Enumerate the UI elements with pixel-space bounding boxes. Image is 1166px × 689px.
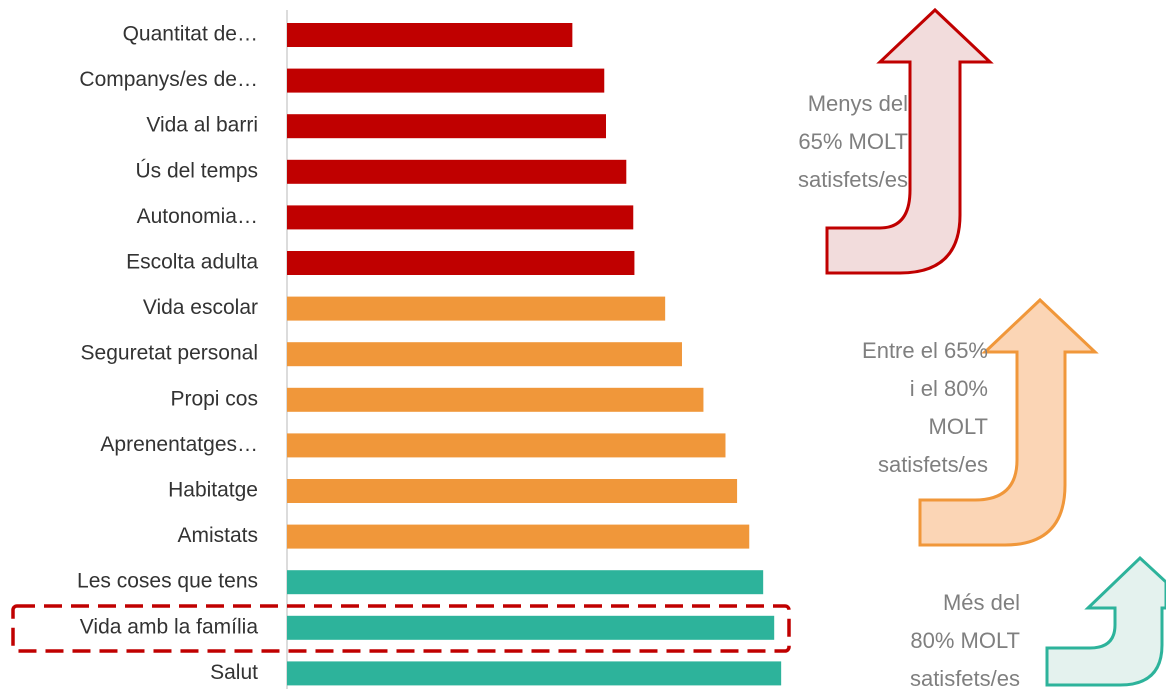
annotation: 80% MOLT [910, 628, 1020, 653]
bar [287, 205, 634, 230]
annotation: i el 80% [910, 376, 988, 401]
annotation: MOLT [929, 414, 988, 439]
bar [287, 615, 775, 640]
bar [287, 479, 738, 503]
category-label: Vida al barri [146, 114, 258, 137]
annotation: Entre el 65% [862, 338, 988, 363]
annotation: satisfets/es [798, 167, 908, 192]
bar [287, 296, 666, 321]
annotation: 65% MOLT [798, 129, 908, 154]
highlight-box [11, 604, 791, 653]
category-label: Salut [210, 661, 258, 684]
bar [287, 342, 682, 367]
category-label: Vida amb la família [80, 615, 259, 638]
category-label: Ús del temps [135, 159, 258, 182]
bar [287, 524, 750, 549]
bar [287, 23, 573, 47]
category-label: Amistats [177, 524, 258, 547]
bar [287, 433, 726, 458]
bar [287, 68, 605, 93]
arrow-red [825, 7, 994, 275]
category-label: Seguretat personal [81, 342, 258, 365]
category-label: Les coses que tens [77, 570, 258, 593]
category-label: Habitatge [168, 479, 258, 502]
arrow-orange [918, 297, 1099, 547]
arrow-green [1045, 555, 1166, 687]
annotation: Més del [943, 590, 1020, 615]
category-label: Escolta adulta [126, 251, 258, 274]
annotation: satisfets/es [910, 666, 1020, 689]
category-label: Aprenentatges… [100, 433, 258, 456]
bar [287, 251, 635, 275]
annotation: satisfets/es [878, 452, 988, 477]
category-label: Autonomia… [137, 205, 258, 228]
bar [287, 159, 627, 184]
category-label: Quantitat de… [123, 23, 258, 46]
category-label: Companys/es de… [79, 68, 258, 91]
bar [287, 570, 764, 595]
category-label: Vida escolar [143, 296, 258, 319]
bar [287, 661, 782, 686]
bar [287, 114, 606, 139]
bar [287, 387, 704, 412]
annotation: Menys del [808, 91, 908, 116]
category-label: Propi cos [170, 387, 258, 410]
